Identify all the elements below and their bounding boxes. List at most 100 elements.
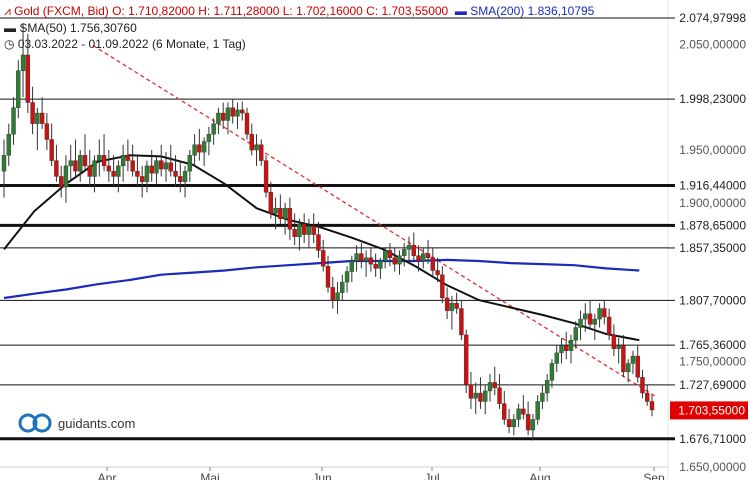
level-label-bg-3	[672, 217, 748, 234]
candle-body-6	[30, 102, 35, 124]
candle-body-54	[259, 144, 264, 161]
candle-body-9	[44, 123, 50, 140]
candle-body-91	[435, 270, 440, 275]
sma200-swatch: ▬	[454, 4, 467, 18]
x-tick-label-4: Aug	[529, 471, 550, 480]
level-label-bg-2	[672, 177, 748, 194]
sma200-path	[3, 258, 640, 300]
level-label-bg-5	[672, 292, 748, 309]
candle-body-94	[449, 303, 455, 311]
candle-body-12	[58, 176, 64, 188]
candle-body-20	[97, 155, 102, 161]
level-label-bg-0	[672, 10, 748, 26]
candle-body-41	[197, 144, 202, 153]
candle-body-13	[63, 165, 69, 188]
candle-body-3	[16, 70, 21, 108]
candle-body-28	[135, 170, 140, 177]
candle-body-111	[530, 419, 536, 431]
candle-body-51	[244, 112, 250, 135]
candles	[1, 23, 655, 441]
x-axis-ticks: Apr Mai Jun Jul Aug Sep	[98, 467, 665, 480]
candle-body-67	[321, 250, 326, 267]
legend-row-3: ◷ 03.03.2022 - 01.09.2022 (6 Monate, 1 T…	[4, 37, 246, 51]
candle-body-36	[173, 170, 178, 177]
sma50-path	[3, 154, 640, 342]
sma50-label: SMA(50)	[19, 21, 67, 35]
candle-body-2	[11, 107, 16, 135]
candle-body-96	[459, 308, 464, 336]
candle-body-39	[187, 155, 193, 172]
candle-body-107	[511, 419, 517, 428]
candle-body-97	[463, 334, 469, 385]
candle-body-63	[301, 223, 307, 235]
candle-body-132	[630, 355, 636, 364]
price-levels	[0, 17, 668, 441]
level-label-bg-4	[672, 239, 748, 256]
sma200-line	[3, 258, 640, 300]
candle-body-34	[163, 162, 169, 170]
candle-body-82	[392, 257, 397, 265]
candle-body-98	[468, 384, 474, 399]
candle-body-1	[6, 133, 11, 156]
legend-row-2: ▬ SMA(50) 1.756,30760	[4, 21, 137, 35]
candle-body-27	[130, 160, 135, 172]
candle-body-65	[311, 225, 316, 235]
candle-body-53	[254, 144, 259, 151]
candle-body-7	[35, 112, 40, 124]
candle-body-103	[492, 382, 497, 388]
candle-body-123	[587, 313, 593, 325]
brand-logo: guidants.com	[18, 412, 135, 434]
candle-body-33	[159, 160, 164, 170]
candle-body-10	[49, 139, 54, 161]
level-label-2: 1.916,44000	[679, 179, 746, 193]
candle-body-95	[454, 303, 459, 309]
candle-body-110	[525, 413, 531, 431]
level-label-4: 1.857,35000	[679, 241, 746, 255]
y-axis-ticks: 2.050,00000 1.950,00000 1.900,00000 1.750,0…	[679, 37, 746, 474]
candle-body-64	[306, 225, 312, 235]
trendline	[92, 44, 656, 397]
candle-body-11	[54, 160, 59, 177]
legend-row-1: ⩘ Gold (FXCM, Bid) O: 1.710,82000 H: 1.7…	[4, 4, 594, 19]
candle-body-128	[611, 334, 617, 349]
candle-body-114	[544, 380, 550, 394]
sma50-line	[3, 154, 640, 342]
candle-body-22	[106, 165, 112, 172]
candle-body-79	[378, 260, 383, 269]
candle-body-4	[20, 54, 26, 72]
guidants-logo-icon	[18, 413, 52, 433]
candle-body-133	[635, 355, 640, 378]
candle-body-77	[368, 257, 374, 265]
candle-body-109	[521, 408, 526, 415]
candle-body-55	[263, 160, 269, 193]
candle-body-120	[573, 327, 578, 341]
candle-body-127	[606, 316, 612, 336]
candle-body-31	[149, 165, 154, 174]
candle-body-76	[363, 257, 369, 262]
sma200-label: SMA(200)	[470, 4, 525, 18]
level-label-5: 1.807,70000	[679, 293, 746, 307]
candle-body-5	[25, 54, 31, 103]
candle-body-57	[273, 207, 278, 214]
candle-body-43	[206, 133, 212, 142]
ohlc-values: O: 1.710,82000 H: 1.711,28000 L: 1.702,1…	[112, 4, 449, 18]
candle-body-25	[120, 155, 126, 167]
candle-body-89	[425, 253, 431, 259]
level-label-1: 1.998,23000	[679, 92, 746, 106]
x-tick-label-3: Jul	[424, 471, 439, 480]
candle-body-101	[483, 390, 488, 402]
candle-body-69	[330, 287, 335, 301]
candle-body-112	[535, 401, 540, 420]
y-tick-label-0: 2.050,00000	[679, 37, 746, 51]
x-tick-label-0: Apr	[98, 471, 117, 480]
candle-body-74	[354, 253, 359, 262]
candle-body-81	[387, 250, 393, 259]
x-tick-label-2: Jun	[312, 471, 331, 480]
candle-body-21	[101, 155, 107, 167]
candle-body-47	[225, 107, 231, 121]
resistance-trendline	[92, 44, 656, 397]
candle-body-48	[230, 107, 235, 117]
candle-body-99	[473, 392, 478, 399]
candle-body-56	[268, 192, 274, 214]
candle-body-87	[416, 255, 421, 262]
